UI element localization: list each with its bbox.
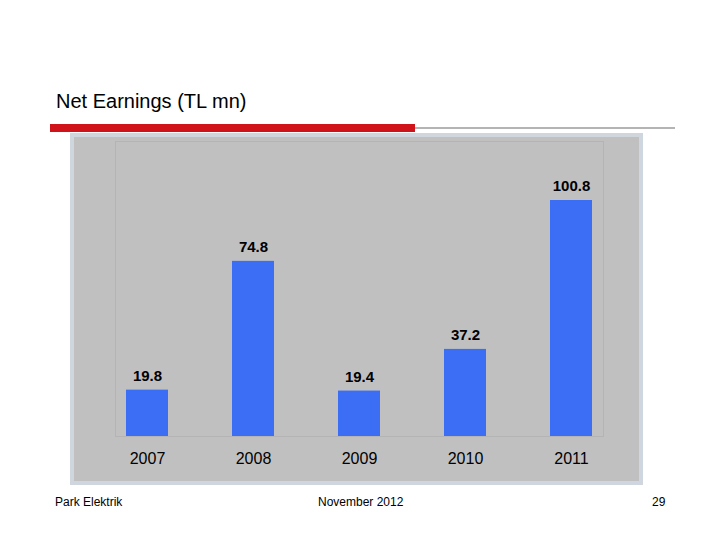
html-text:29: 29 bbox=[652, 495, 666, 509]
svg-text:100.8: 100.8 bbox=[553, 177, 591, 194]
svg-text:19.8: 19.8 bbox=[133, 367, 162, 384]
svg-text:2011: 2011 bbox=[554, 450, 589, 467]
html-text:Park Elektrik: Park Elektrik bbox=[55, 495, 123, 509]
svg-text:19.4: 19.4 bbox=[345, 368, 375, 385]
svg-text:74.8: 74.8 bbox=[239, 238, 268, 255]
svg-text:2009: 2009 bbox=[342, 450, 378, 467]
svg-text:37.2: 37.2 bbox=[451, 326, 480, 343]
svg-text:2010: 2010 bbox=[448, 450, 484, 467]
svg-text:2008: 2008 bbox=[236, 450, 272, 467]
svg-text:2007: 2007 bbox=[130, 450, 166, 467]
html-text:Net Earnings (TL mn): Net Earnings (TL mn) bbox=[56, 90, 247, 112]
html-text:November 2012: November 2012 bbox=[318, 495, 404, 509]
